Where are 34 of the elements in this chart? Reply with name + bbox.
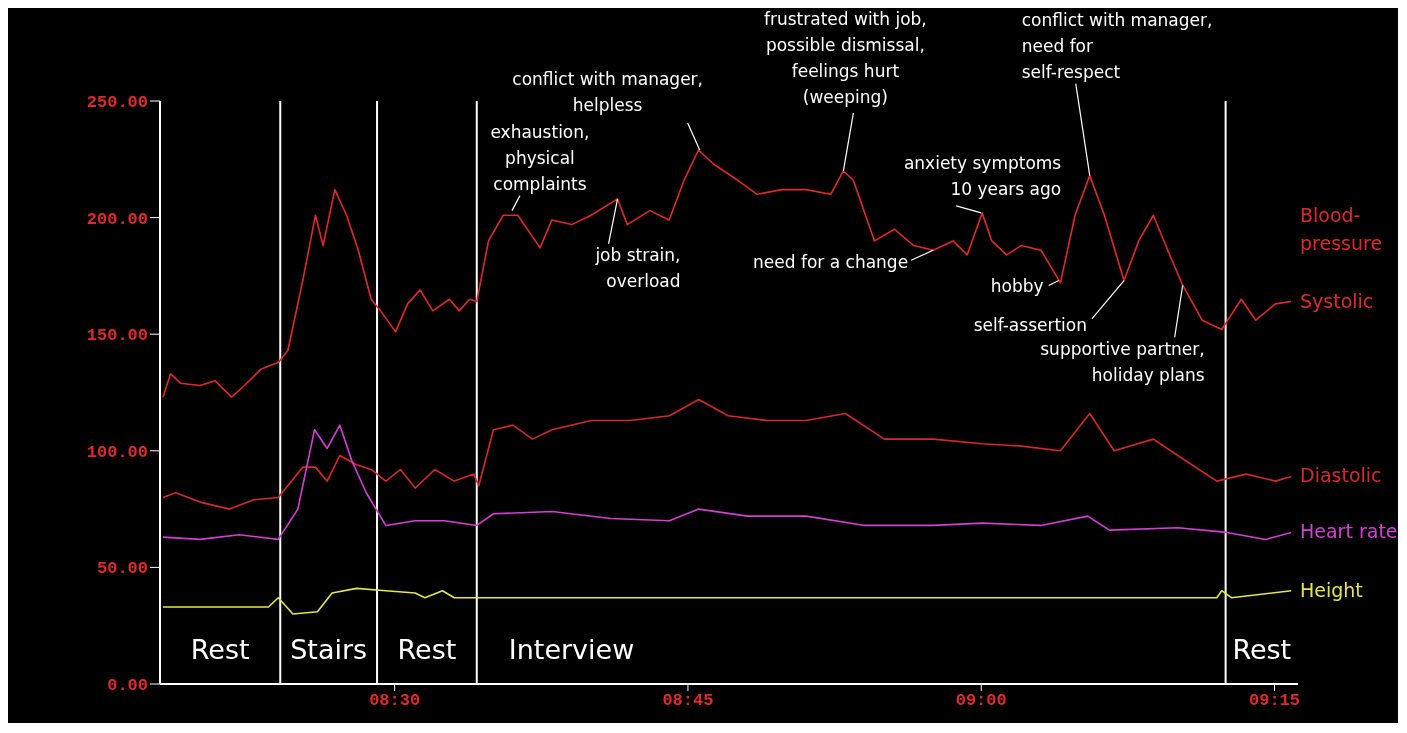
annotation: Rest bbox=[1232, 634, 1292, 665]
annotation: exhaustion, physical complaints bbox=[490, 121, 590, 194]
annotation: Rest bbox=[397, 634, 457, 665]
line-series bbox=[162, 149, 1292, 398]
annotation: conflict with manager, need for self-respect bbox=[1021, 9, 1213, 82]
line-series bbox=[162, 424, 1292, 541]
annotation: need for a change bbox=[753, 252, 909, 273]
series-label: Diastolic bbox=[1300, 464, 1382, 487]
y-tick-label: 100.00 bbox=[86, 442, 148, 462]
annotation: job strain, overload bbox=[594, 244, 681, 291]
y-tick-label: 200.00 bbox=[86, 209, 148, 229]
annotation: hobby bbox=[990, 275, 1044, 296]
y-tick-label: 150.00 bbox=[86, 326, 148, 346]
x-tick-label: 08:45 bbox=[662, 691, 714, 711]
annotation: Interview bbox=[508, 634, 635, 665]
annotation: supportive partner, holiday plans bbox=[1040, 339, 1205, 386]
series-label: Height bbox=[1300, 578, 1363, 601]
y-tick-label: 50.00 bbox=[96, 559, 148, 579]
text: Blood- pressure bbox=[1300, 203, 1383, 254]
y-tick-label: 250.00 bbox=[86, 93, 148, 113]
annotation: self-assertion bbox=[973, 314, 1088, 335]
x-tick-label: 09:00 bbox=[955, 691, 1007, 711]
annotation: conflict with manager, helpless bbox=[512, 68, 703, 115]
x-tick-label: 09:15 bbox=[1249, 691, 1301, 711]
annotation: Rest bbox=[190, 634, 250, 665]
annotation: Stairs bbox=[290, 634, 368, 665]
series-label: Heart rate bbox=[1300, 520, 1398, 543]
line-series bbox=[162, 587, 1292, 615]
series-label: Systolic bbox=[1300, 289, 1374, 312]
y-tick-label: 0.00 bbox=[107, 676, 148, 696]
line-series bbox=[162, 398, 1292, 510]
annotation: anxiety symptoms 10 years ago bbox=[903, 152, 1062, 199]
x-tick-label: 08:30 bbox=[369, 691, 421, 711]
annotation: frustrated with job, possible dismissal, feelings hurt (weeping) bbox=[763, 8, 927, 107]
